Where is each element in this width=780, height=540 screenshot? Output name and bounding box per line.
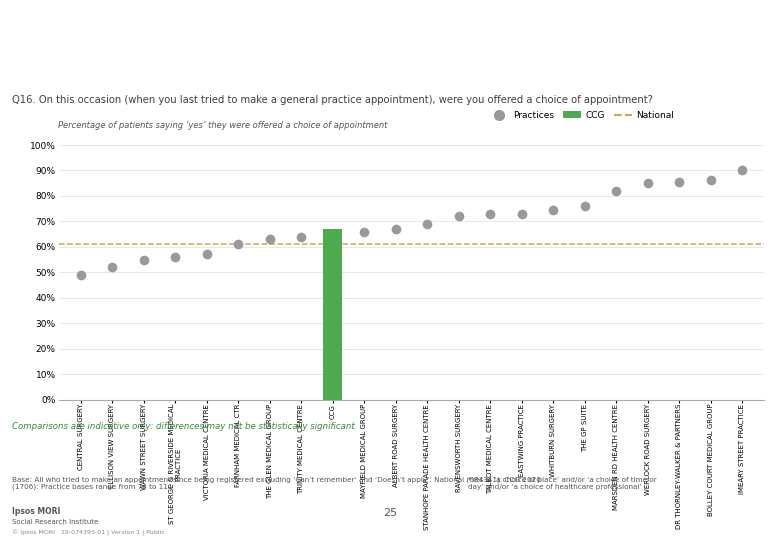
Text: Social Research Institute: Social Research Institute [12, 519, 98, 525]
Text: Q16. On this occasion (when you last tried to make a general practice appointmen: Q16. On this occasion (when you last tri… [12, 95, 653, 105]
Text: 25: 25 [383, 508, 397, 518]
Text: *Yes = ‘a choice of place’ and/or ‘a choice of time or
day’ and/or ‘a choice of : *Yes = ‘a choice of place’ and/or ‘a cho… [468, 477, 657, 490]
Text: Ipsos MORI: Ipsos MORI [12, 507, 60, 516]
Text: © Ipsos MORI   19-074393-01 | Version 1 | Public: © Ipsos MORI 19-074393-01 | Version 1 | … [12, 530, 165, 536]
Bar [323, 229, 342, 400]
Text: Percentage of patients saying ‘yes’ they were offered a choice of appointment: Percentage of patients saying ‘yes’ they… [58, 120, 388, 130]
Text: Comparisons are indicative only: differences may not be statistically significan: Comparisons are indicative only: differe… [12, 422, 354, 431]
Text: Base: All who tried to make an appointment since being registered excluding ‘Can: Base: All who tried to make an appointme… [12, 476, 541, 490]
Legend: Practices, CCG, National: Practices, CCG, National [487, 107, 678, 123]
Text: Choice of appointment:: Choice of appointment: [12, 22, 249, 40]
Text: how the CCG’s practices compare: how the CCG’s practices compare [12, 49, 351, 66]
